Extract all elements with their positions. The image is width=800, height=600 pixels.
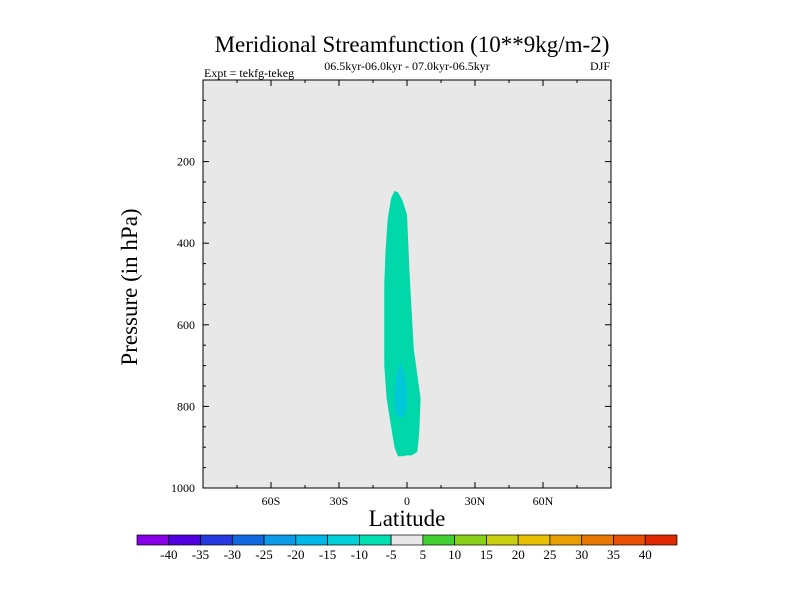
- colorbar-swatch: [263, 534, 297, 546]
- colorbar-label: -20: [287, 547, 304, 562]
- colorbar-label: 30: [575, 547, 588, 562]
- colorbar-swatch: [486, 534, 519, 546]
- colorbar-label: 40: [639, 547, 652, 562]
- colorbar-label: 5: [420, 547, 427, 562]
- subtitle-right: DJF: [590, 59, 610, 73]
- colorbar-swatch: [295, 534, 328, 546]
- y-tick-label: 400: [177, 236, 195, 250]
- colorbar-swatch: [168, 534, 201, 546]
- colorbar-label: -10: [351, 547, 368, 562]
- colorbar-label: -25: [255, 547, 272, 562]
- chart-title: Meridional Streamfunction (10**9kg/m-2): [215, 32, 610, 57]
- subtitle-left: Expt = tekfg-tekeg: [204, 66, 294, 80]
- colorbar-swatch: [581, 534, 614, 546]
- x-tick-label: 30S: [330, 494, 349, 508]
- colorbar-swatch: [517, 534, 551, 546]
- y-tick-label: 800: [177, 399, 195, 413]
- colorbar-swatch: [359, 534, 392, 546]
- colorbar-label: 15: [480, 547, 493, 562]
- y-tick-label: 600: [177, 318, 195, 332]
- colorbar-swatch: [549, 534, 583, 546]
- contour-region-minus5-to-minus10: [384, 191, 421, 457]
- colorbar-label: -15: [319, 547, 336, 562]
- subtitle-center: 06.5kyr-06.0kyr - 07.0kyr-06.5kyr: [324, 59, 490, 73]
- x-axis-title: Latitude: [369, 506, 446, 531]
- colorbar-swatch: [644, 534, 678, 546]
- x-tick-label: 60S: [262, 494, 281, 508]
- x-tick-label: 30N: [465, 494, 486, 508]
- y-tick-label: 200: [177, 155, 195, 169]
- colorbar-swatch: [454, 534, 487, 546]
- x-tick-label: 60N: [533, 494, 554, 508]
- contour-region-minus10-to-minus15: [394, 361, 407, 419]
- colorbar-label: 20: [512, 547, 525, 562]
- colorbar-label: 25: [543, 547, 556, 562]
- colorbar-swatch: [231, 534, 265, 546]
- colorbar-label: -40: [160, 547, 177, 562]
- colorbar-label: -5: [386, 547, 397, 562]
- colorbar-swatch: [136, 534, 170, 546]
- colorbar-swatch: [422, 534, 455, 546]
- colorbar-label: 10: [448, 547, 461, 562]
- colorbar-swatch: [327, 534, 360, 546]
- colorbar-swatch: [390, 534, 424, 546]
- colorbar-swatch: [613, 534, 646, 546]
- y-tick-label: 1000: [171, 481, 195, 495]
- colorbar-label: 35: [607, 547, 620, 562]
- colorbar-label: -35: [192, 547, 209, 562]
- colorbar-label: -30: [224, 547, 241, 562]
- x-tick-label: 0: [404, 494, 410, 508]
- colorbar-swatch: [200, 534, 233, 546]
- y-axis-title: Pressure (in hPa): [117, 208, 142, 365]
